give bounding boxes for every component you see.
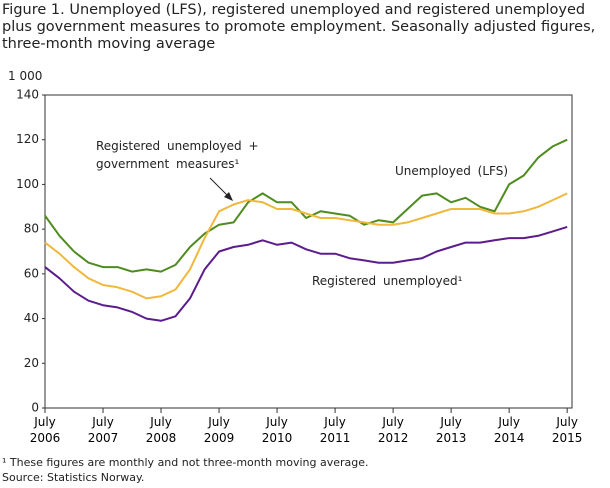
y-tick-label: 40 [24,311,39,325]
x-tick-label: July 2014 [493,415,525,445]
y-tick-label: 20 [24,356,39,370]
footnote: ¹ These figures are monthly and not thre… [2,456,369,469]
y-tick-label: 60 [24,266,39,280]
x-tick-label: July 2006 [29,415,61,445]
x-tick-label: July 2007 [87,415,119,445]
arrow-head [224,192,233,201]
series-label: Unemployed (LFS) [395,164,509,178]
y-tick-label: 140 [16,88,39,102]
x-tick-label: July 2015 [551,415,583,445]
series-label: Registered unemployed¹ [312,274,463,288]
x-tick-label: July 2012 [377,415,409,445]
x-tick-label: July 2011 [319,415,351,445]
series-line [44,225,568,322]
series-label: Registered unemployed + government measu… [96,139,259,171]
y-tick-label: 100 [16,177,39,191]
series-line [44,192,568,300]
y-tick-label: 80 [24,222,39,236]
x-tick-label: July 2009 [203,415,235,445]
x-tick-label: July 2013 [435,415,467,445]
plot-frame [44,94,573,409]
chart-title: Figure 1. Unemployed (LFS), registered u… [2,2,596,52]
source: Source: Statistics Norway. [2,471,145,484]
y-tick-label: 0 [31,401,39,415]
x-tick-label: July 2010 [261,415,293,445]
y-tick-label: 120 [16,132,39,146]
y-unit: 1 000 [8,69,43,83]
x-tick-label: July 2008 [145,415,177,445]
series-line [44,138,568,273]
